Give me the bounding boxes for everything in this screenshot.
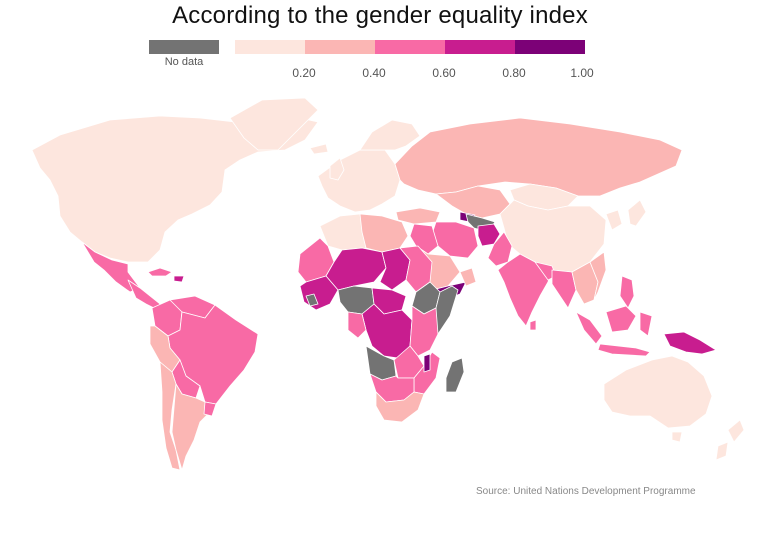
legend-tick-5: 1.00 xyxy=(570,66,594,80)
region-indonesia-borneo xyxy=(605,305,637,333)
legend-bin-2-swatch xyxy=(305,40,375,54)
region-iceland xyxy=(309,143,329,155)
region-myanmar xyxy=(551,269,577,309)
region-philippines xyxy=(619,275,635,309)
region-uk xyxy=(329,157,345,181)
region-argentina xyxy=(171,383,211,471)
region-south-africa xyxy=(375,391,425,423)
region-sulawesi xyxy=(639,311,653,337)
region-uruguay xyxy=(203,401,217,417)
region-indonesia-sumatra xyxy=(575,311,603,345)
region-chile xyxy=(159,361,181,471)
region-papua-new-guinea xyxy=(663,331,717,355)
legend-bin-1-swatch xyxy=(235,40,305,54)
legend-no-data-label: No data xyxy=(164,56,204,68)
legend-tick-1: 0.20 xyxy=(292,66,316,80)
region-east-africa xyxy=(409,305,439,357)
region-korea-japan xyxy=(605,199,647,231)
region-russia xyxy=(394,117,683,197)
region-sierra-leone-nodata xyxy=(305,293,319,307)
region-central-america xyxy=(127,279,161,311)
legend-bin-4-swatch xyxy=(445,40,515,54)
map-title: According to the gender equality index xyxy=(172,2,588,29)
legend-bin-3-swatch xyxy=(375,40,445,54)
region-malawi xyxy=(423,353,431,373)
region-scandinavia xyxy=(359,119,421,151)
region-indonesia-java xyxy=(597,343,651,357)
region-greenland xyxy=(229,97,319,151)
source-note: Source: United Nations Development Progr… xyxy=(476,486,696,497)
region-australia xyxy=(603,355,713,429)
region-cameroon-gabon xyxy=(347,311,367,339)
region-oman xyxy=(459,267,477,287)
region-mali-niger xyxy=(325,247,387,291)
legend-tick-3: 0.60 xyxy=(432,66,456,80)
legend: No data 0.20 0.40 0.60 0.80 1.00 xyxy=(0,0,760,90)
legend-no-data-swatch xyxy=(149,40,219,54)
region-vietnam xyxy=(589,251,607,301)
region-haiti xyxy=(173,275,185,283)
legend-tick-2: 0.40 xyxy=(362,66,386,80)
legend-tick-4: 0.80 xyxy=(502,66,526,80)
region-china xyxy=(499,199,607,273)
region-madagascar-nodata xyxy=(445,357,465,393)
region-turkey xyxy=(395,207,441,225)
region-western-europe xyxy=(317,149,401,213)
region-iran xyxy=(431,221,479,259)
region-tasmania xyxy=(671,431,683,443)
region-sri-lanka xyxy=(529,319,537,331)
legend-bin-5-swatch xyxy=(515,40,585,54)
region-cuba xyxy=(147,267,173,277)
region-new-zealand xyxy=(715,419,745,461)
